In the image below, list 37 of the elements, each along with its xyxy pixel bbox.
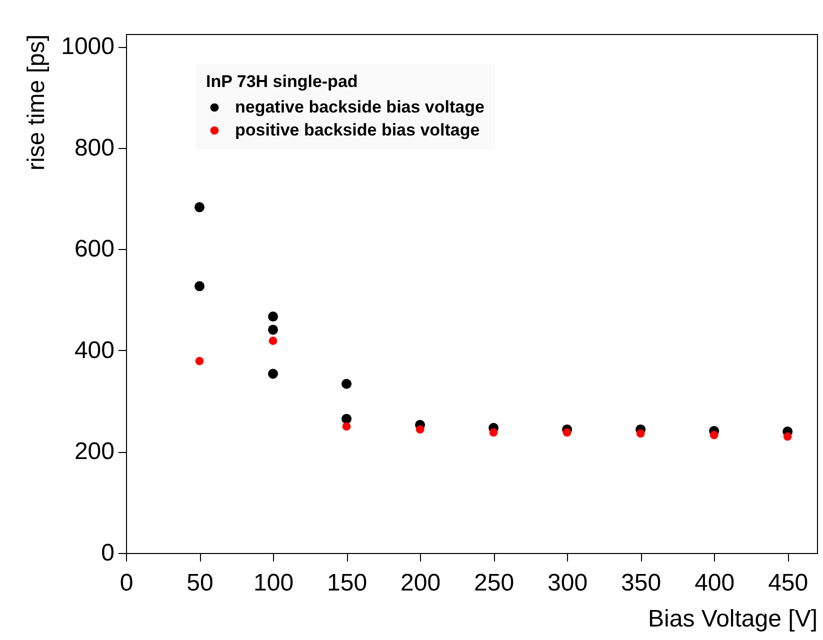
y-axis-title: rise time [ps] — [23, 34, 50, 171]
y-tick-label: 400 — [74, 336, 114, 364]
x-tick-label: 50 — [186, 570, 214, 596]
x-tick-label: 350 — [621, 570, 662, 596]
x-tick-label: 450 — [768, 570, 808, 596]
point — [636, 429, 645, 438]
x-tick-label: 100 — [254, 570, 294, 596]
point — [562, 428, 572, 437]
y-tick-label: 1000 — [61, 33, 114, 60]
legend-title: InP 73H single-pad — [206, 72, 358, 91]
point — [268, 368, 278, 379]
x-axis-title: Bias Voltage [V] — [648, 606, 818, 632]
x-tick-label: 200 — [400, 570, 441, 596]
point — [489, 428, 498, 437]
x-tick-label: 0 — [120, 570, 134, 596]
y-tick-label: 0 — [101, 540, 114, 566]
point — [268, 336, 278, 346]
y-tick-label: 600 — [74, 236, 114, 263]
point — [710, 430, 718, 440]
point — [342, 378, 352, 389]
y-tick-label: 800 — [74, 134, 114, 162]
x-tick-label: 150 — [327, 570, 368, 596]
legend-label: negative backside bias voltage — [235, 98, 484, 116]
legend-label: positive backside bias voltage — [235, 120, 480, 140]
point — [195, 356, 204, 366]
point — [783, 432, 792, 441]
point — [416, 425, 424, 434]
x-tick-label: 300 — [548, 570, 588, 596]
point — [268, 324, 278, 335]
x-tick-label: 400 — [694, 570, 735, 596]
y-tick-label: 200 — [74, 438, 114, 466]
x-tick-label: 250 — [474, 570, 514, 596]
point — [342, 422, 351, 431]
point — [342, 414, 352, 424]
point — [194, 202, 205, 212]
point — [268, 312, 278, 322]
point — [194, 281, 205, 292]
